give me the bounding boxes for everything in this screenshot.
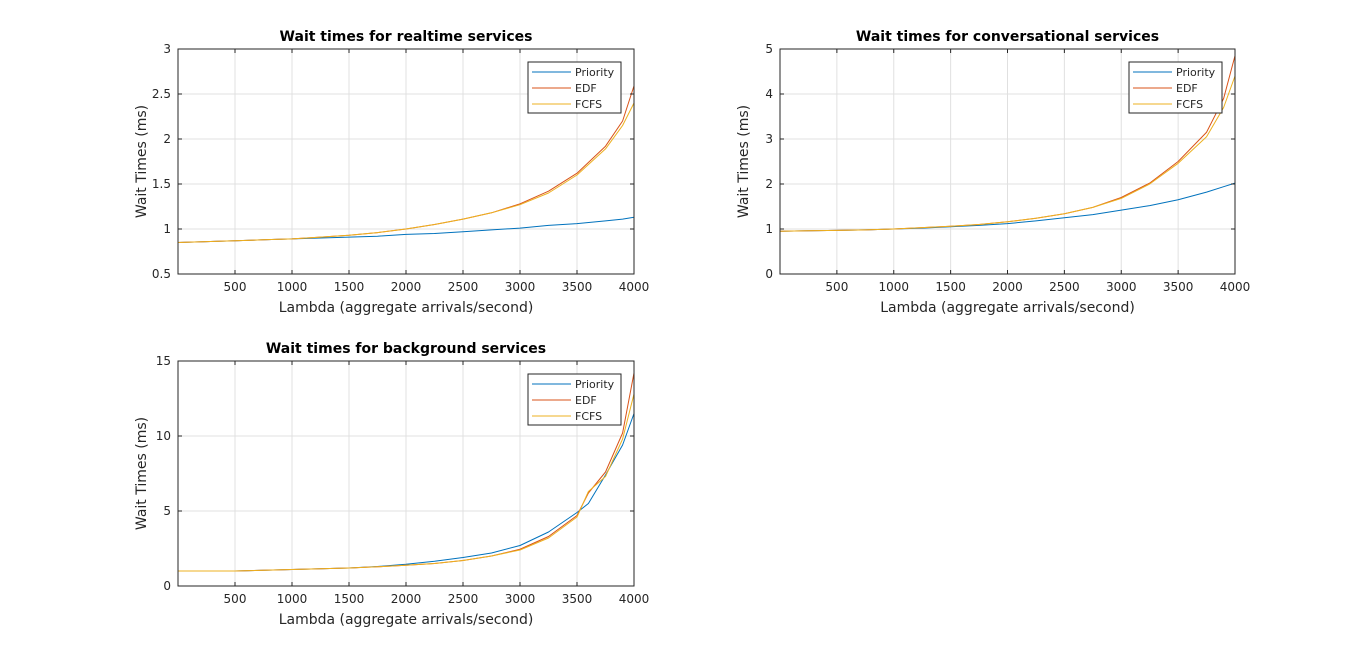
y-tick-label: 2 [163,132,171,146]
y-tick-label: 3 [163,42,171,56]
x-tick-label: 2000 [992,280,1023,294]
x-tick-label: 500 [224,280,247,294]
series-line-fcfs [178,393,635,572]
y-tick-label: 1 [765,222,773,236]
legend-label-edf: EDF [1176,82,1198,95]
y-tick-label: 5 [765,42,773,56]
y-tick-label: 0 [163,579,171,593]
x-axis-label: Lambda (aggregate arrivals/second) [279,300,534,316]
chart-title: Wait times for conversational services [856,29,1159,45]
chart-title: Wait times for realtime services [280,29,533,45]
legend: Priority EDF FCFS [1128,61,1223,114]
legend-label-edf: EDF [575,394,597,407]
x-tick-label: 3500 [562,280,593,294]
y-axis-label: Wait Times (ms) [134,417,150,530]
x-tick-label: 2000 [391,280,422,294]
x-tick-label: 2000 [391,592,422,606]
x-tick-label: 3500 [1163,280,1194,294]
x-tick-label: 2500 [448,592,479,606]
x-tick-label: 1000 [878,280,909,294]
legend-label-fcfs: FCFS [1176,98,1203,111]
legend-label-priority: Priority [1176,66,1216,79]
chart-panel-1: 500 1000 1500 2000 2500 3000 3500 4000 0.5 1 1.5 2 2… [134,29,649,316]
y-tick-label: 1.5 [152,177,171,191]
x-tick-label: 3000 [505,280,536,294]
x-tick-label: 3500 [562,592,593,606]
x-tick-label: 4000 [1220,280,1251,294]
y-tick-label: 5 [163,504,171,518]
x-tick-label: 4000 [619,592,650,606]
x-tick-label: 1500 [334,280,365,294]
y-tick-label: 2.5 [152,87,171,101]
x-tick-label: 2500 [1049,280,1080,294]
legend-label-priority: Priority [575,378,615,391]
x-tick-label: 2500 [448,280,479,294]
x-tick-label: 1000 [277,592,308,606]
y-axis-label: Wait Times (ms) [134,105,150,218]
x-axis-label: Lambda (aggregate arrivals/second) [880,300,1135,316]
x-axis-label: Lambda (aggregate arrivals/second) [279,612,534,628]
series-line-fcfs [779,75,1236,232]
series-line-fcfs [177,102,635,243]
x-tick-label: 1000 [277,280,308,294]
legend-label-fcfs: FCFS [575,410,602,423]
legend-label-edf: EDF [575,82,597,95]
x-tick-label: 3000 [1106,280,1137,294]
y-axis-label: Wait Times (ms) [736,105,752,218]
chart-panel-3: 500 1000 1500 2000 2500 3000 3500 4000 0 5 10 15 Wai… [134,341,649,628]
legend-label-fcfs: FCFS [575,98,602,111]
y-tick-label: 0 [765,267,773,281]
legend-label-priority: Priority [575,66,615,79]
y-tick-label: 3 [765,132,773,146]
chart-title: Wait times for background services [266,341,546,357]
y-tick-label: 15 [156,354,171,368]
legend: Priority EDF FCFS [527,61,622,114]
y-tick-label: 2 [765,177,773,191]
x-tick-label: 500 [825,280,848,294]
chart-panel-2: 500 1000 1500 2000 2500 3000 3500 4000 0 1 2 3 4 5 Wai… [736,29,1250,316]
x-tick-label: 1500 [935,280,966,294]
x-tick-label: 500 [224,592,247,606]
x-tick-label: 3000 [505,592,536,606]
x-tick-label: 4000 [619,280,650,294]
y-tick-label: 4 [765,87,773,101]
y-tick-label: 10 [156,429,171,443]
y-tick-label: 0.5 [152,267,171,281]
x-tick-label: 1500 [334,592,365,606]
y-tick-label: 1 [163,222,171,236]
legend: Priority EDF FCFS [527,373,622,426]
